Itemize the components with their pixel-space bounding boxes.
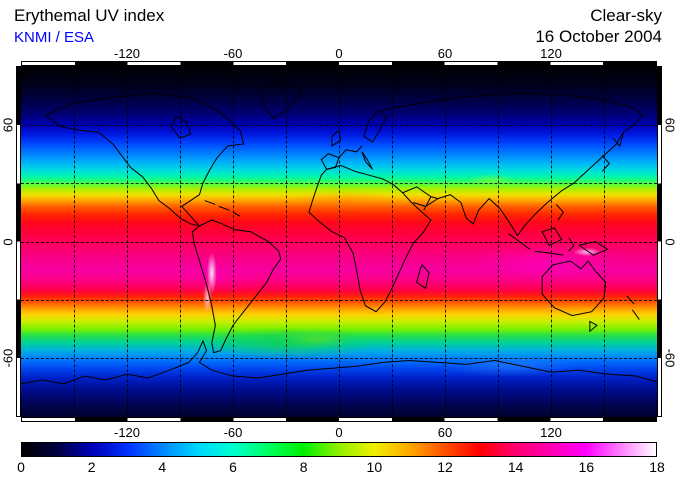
lon-tick-label: -60: [223, 425, 243, 440]
lon-tick-label: 120: [540, 46, 562, 61]
colorbar-tick: 10: [366, 459, 383, 475]
lon-tick-label: -60: [223, 46, 243, 61]
lon-tick-label: 60: [437, 425, 453, 440]
lat-tick-label: -60: [0, 349, 16, 368]
colorbar-tick: 2: [87, 459, 96, 475]
colorbar-tick: 6: [229, 459, 237, 475]
lon-tick-label: -120: [113, 46, 141, 61]
colorbar-tick: 4: [158, 459, 167, 475]
bottom-longitude-axis: -120 -60 0 60 120: [21, 425, 657, 440]
map-frame-bottom: [21, 417, 657, 422]
uv-heatmap-raster: [21, 66, 657, 417]
lon-tick-label: 60: [437, 46, 453, 61]
lat-tick-label: 60: [662, 117, 678, 132]
colorbar-tick-labels: 0 2 4 6 8 10 12 14 16 18: [17, 459, 665, 475]
colorbar-tick: 16: [578, 459, 595, 475]
lon-tick-label: 0: [335, 425, 343, 440]
lon-tick-label: -120: [113, 425, 141, 440]
colorbar-tick: 0: [17, 459, 25, 475]
map-frame-right: [657, 66, 662, 417]
top-longitude-axis: -120 -60 0 60 120: [21, 46, 657, 61]
world-uv-map: [16, 61, 662, 422]
map-frame-top: [21, 61, 657, 66]
left-latitude-axis: 60 0 -60: [0, 66, 16, 417]
lat-tick-label: 0: [0, 237, 16, 246]
coastlines: [21, 66, 657, 417]
colorbar-tick: 12: [437, 459, 453, 475]
uv-index-colorbar: [21, 442, 657, 457]
source-label: KNMI / ESA: [14, 29, 95, 46]
lat-tick-label: 60: [0, 117, 16, 132]
lon-tick-label: 120: [540, 425, 562, 440]
lat-tick-label: 0: [662, 237, 678, 246]
page-title: Erythemal UV index: [14, 6, 165, 25]
date-label: 16 October 2004: [535, 27, 662, 46]
lon-tick-label: 0: [335, 46, 343, 61]
colorbar-tick: 8: [299, 459, 308, 475]
right-latitude-axis: 60 0 -60: [662, 66, 678, 417]
colorbar-tick: 18: [649, 459, 665, 475]
lat-tick-label: -60: [662, 349, 678, 368]
colorbar-tick: 14: [507, 459, 524, 475]
map-frame-left: [16, 66, 21, 417]
condition-label: Clear-sky: [590, 6, 662, 25]
